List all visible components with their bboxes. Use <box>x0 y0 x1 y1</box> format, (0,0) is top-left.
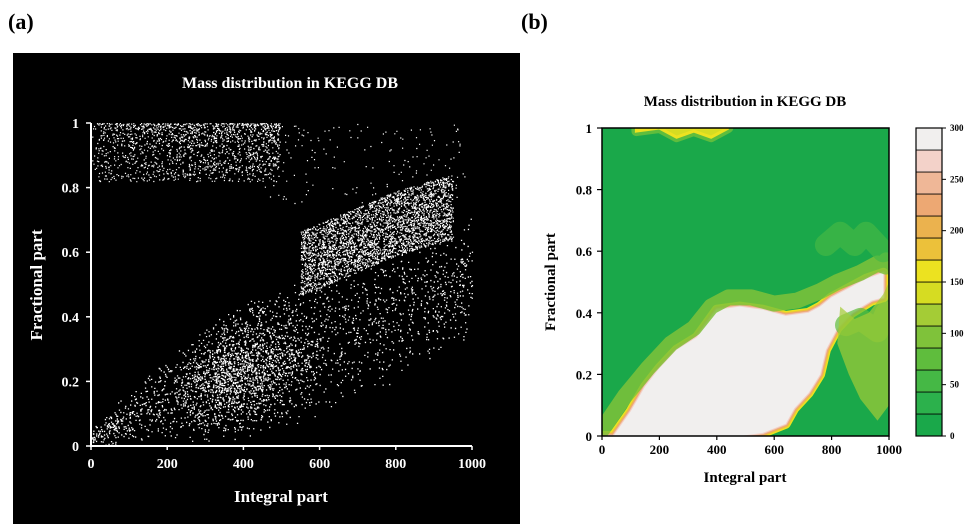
panel-a-label: (a) <box>8 9 34 34</box>
scatter-x-tick-label: 0 <box>88 457 95 472</box>
scatter-x-tick-label: 400 <box>233 457 254 472</box>
scatter-x-tick-label: 800 <box>385 457 406 472</box>
scatter-y-tick-label: 0.2 <box>62 375 80 390</box>
scatter-x-label: Integral part <box>234 487 328 506</box>
scatter-points <box>91 123 474 447</box>
scatter-y-tick-label: 0.6 <box>62 246 80 261</box>
scatter-title: Mass distribution in KEGG DB <box>182 75 398 92</box>
scatter-y-label: Fractional part <box>27 229 46 340</box>
scatter-y-tick-label: 1 <box>72 117 79 132</box>
scatter-x-tick-label: 600 <box>309 457 330 472</box>
scatter-y-tick-label: 0.4 <box>62 311 80 326</box>
scatter-x-tick-label: 1000 <box>458 457 486 472</box>
scatter-y-tick-label: 0 <box>72 440 79 455</box>
scatter-ticks: 0 200 400 600 800 1000 0 0.2 0.4 0.6 0.8 1 <box>62 117 487 472</box>
scatter-x-tick-label: 200 <box>157 457 178 472</box>
scatter-point-cloud <box>91 123 474 447</box>
scatter-y-tick-label: 0.8 <box>62 182 80 197</box>
panel-b-label: (b) <box>521 9 548 34</box>
